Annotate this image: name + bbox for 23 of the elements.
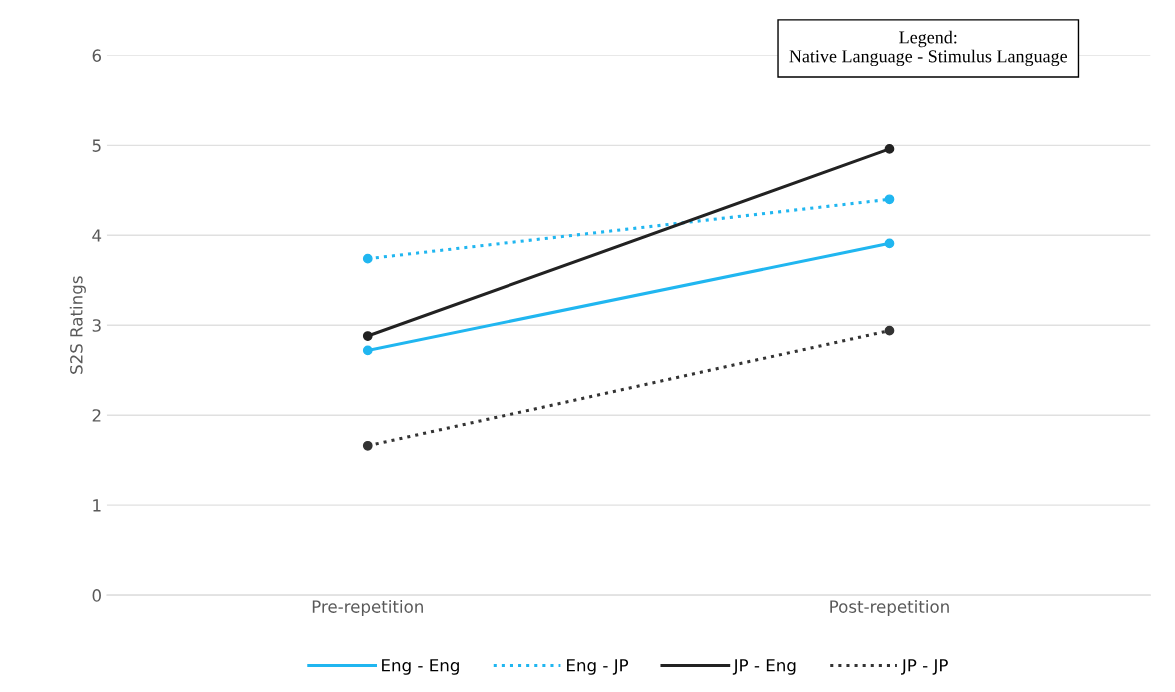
point bbox=[362, 345, 373, 356]
legend-label: Eng - Eng bbox=[382, 659, 459, 675]
y-tick-label: 2 bbox=[92, 409, 101, 422]
point bbox=[362, 331, 373, 341]
annotation: Legend: Native Language - Stimulus Language bbox=[789, 30, 1068, 67]
legend-label: JP - Eng bbox=[732, 659, 796, 675]
point bbox=[362, 253, 373, 264]
y-tick-label: 6 bbox=[92, 49, 102, 62]
legend-label: Eng - JP bbox=[567, 659, 629, 675]
y-tick-label: 0 bbox=[92, 589, 101, 602]
x-tick-label: Pre-repetition bbox=[312, 599, 423, 617]
point bbox=[884, 194, 895, 205]
legend-label: JP - JP bbox=[901, 659, 948, 675]
point bbox=[884, 325, 895, 336]
point bbox=[884, 144, 895, 154]
y-tick-label: 5 bbox=[92, 139, 101, 152]
point bbox=[884, 238, 895, 249]
y-tick-label: 4 bbox=[92, 229, 102, 242]
point bbox=[362, 440, 373, 451]
x-tick-label: Post-repetition bbox=[830, 599, 949, 617]
y-tick-label: 3 bbox=[92, 319, 101, 332]
y-tick-label: 1 bbox=[93, 499, 101, 512]
y-axis-title: S2S Ratings bbox=[69, 276, 86, 374]
